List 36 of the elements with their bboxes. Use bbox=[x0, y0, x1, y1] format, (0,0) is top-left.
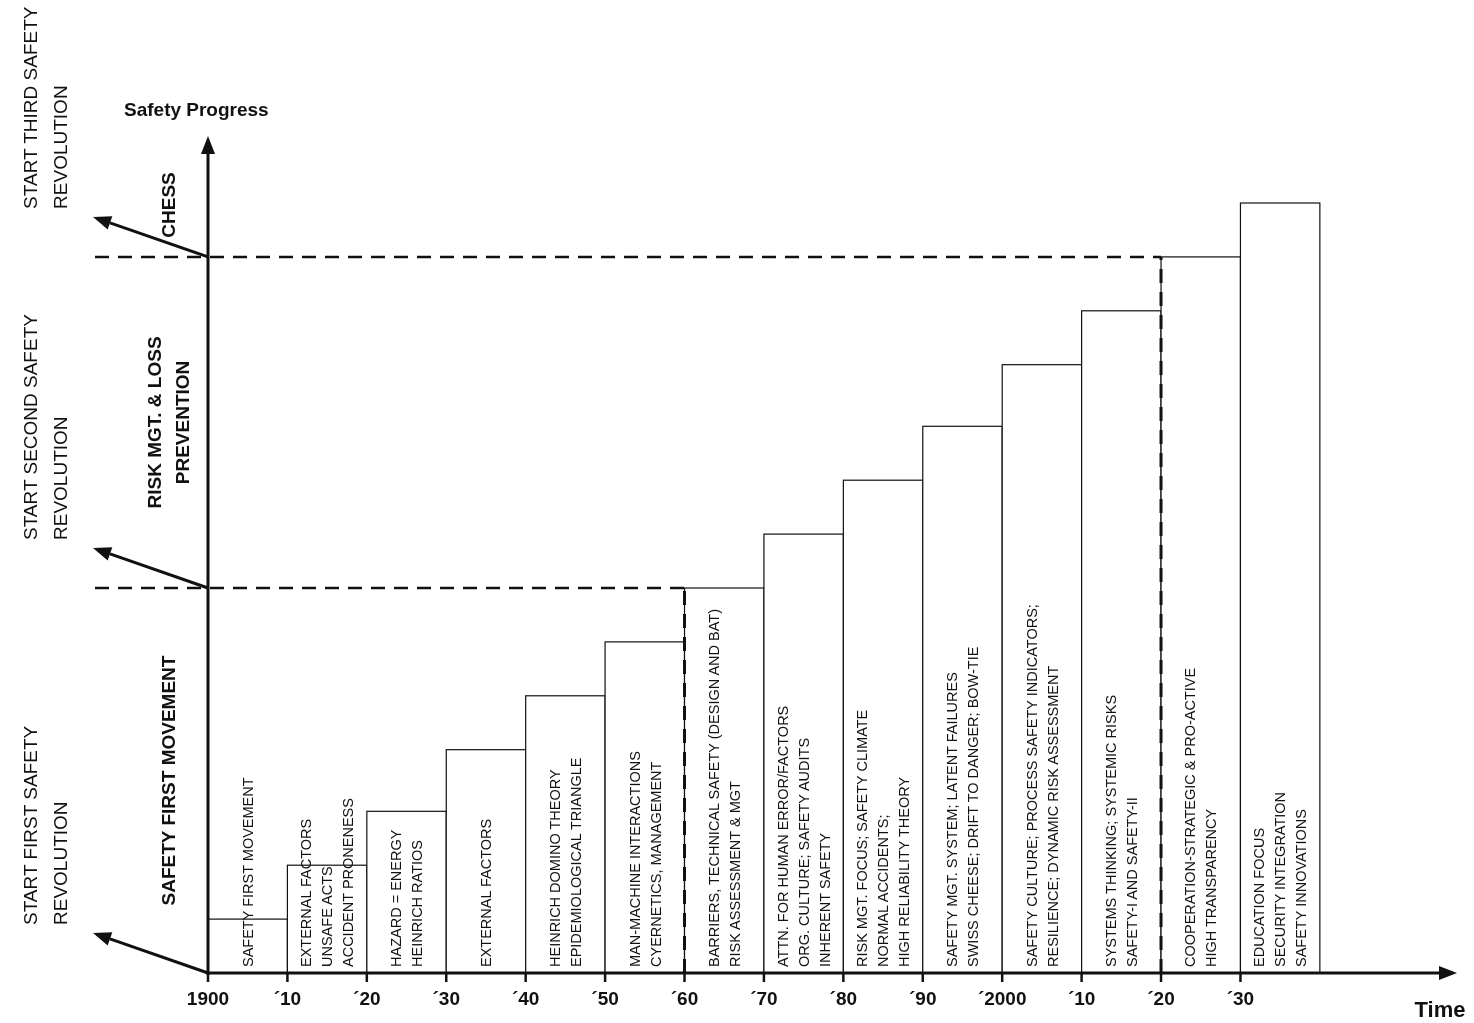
annotation: HEINRICH DOMINO THEORY EPIDEMIOLOGICAL TRIANGLE bbox=[547, 757, 585, 967]
x-tick-label: ´80 bbox=[829, 988, 858, 1009]
text: START SECOND SAFETY REVOLUTION bbox=[19, 313, 71, 540]
x-tick-label: ´40 bbox=[511, 988, 540, 1009]
x-tick-label: ´20 bbox=[353, 988, 381, 1009]
x-axis-title: Time bbox=[1414, 997, 1466, 1022]
annotation: COOPERATION-STRATEGIC & PRO-ACTIVE HIGH TRANSPARENCY bbox=[1182, 667, 1220, 967]
x-tick-label: ´70 bbox=[750, 988, 778, 1009]
x-tick-label: ´2000 bbox=[977, 988, 1027, 1009]
annotation: RISK MGT. FOCUS; SAFETY CLIMATE NORMAL ACCIDENTS; HIGH RELIABILITY THEORY bbox=[854, 709, 913, 967]
x-tick-label: ´20 bbox=[1147, 988, 1175, 1009]
x-tick-label: 1900 bbox=[186, 988, 230, 1009]
annotation: SAFETY MGT. SYSTEM; LATENT FAILURES SWISS CHEESE; DRIFT TO DANGER; BOW-TIE bbox=[944, 646, 982, 967]
x-tick-label: ´90 bbox=[909, 988, 937, 1009]
y-axis-title: Safety Progress bbox=[124, 99, 269, 120]
annotation: SYSTEMS THINKING; SYSTEMIC RISKS SAFETY-I AND SAFETY-II bbox=[1103, 694, 1141, 967]
annotation: EXTERNAL FACTORS bbox=[478, 818, 495, 967]
text: START THIRD SAFETY REVOLUTION bbox=[19, 6, 71, 209]
x-tick-label: ´30 bbox=[432, 988, 460, 1009]
x-tick-label: ´10 bbox=[273, 988, 302, 1009]
text: START FIRST SAFETY REVOLUTION bbox=[19, 725, 71, 925]
annotation: EDUCATION FOCUS SECURITY INTEGRATION SAFETY INNOVATIONS bbox=[1251, 791, 1310, 967]
annotation: ATTN. FOR HUMAN ERROR/FACTORS ORG. CULTURE; SAFETY AUDITS INHERENT SAFETY bbox=[774, 705, 833, 967]
annotation: EXTERNAL FACTORS UNSAFE ACTS ACCIDENT PRONENESS bbox=[298, 798, 357, 967]
annotation: SAFETY CULTURE; PROCESS SAFETY INDICATORS; RESILIENCE; DYNAMIC RISK ASSESSMENT bbox=[1023, 604, 1061, 967]
annotation: MAN-MACHINE INTERACTIONS CYERNETICS, MANAGEMENT bbox=[626, 751, 664, 967]
text: RISK MGT. & LOSS PREVENTION bbox=[143, 336, 193, 509]
x-tick-label: ´10 bbox=[1067, 988, 1096, 1009]
annotation: SAFETY FIRST MOVEMENT bbox=[239, 777, 256, 967]
text: CHESS bbox=[157, 172, 179, 238]
annotation: BARRIERS, TECHNICAL SAFETY (DESIGN AND BAT) RISK ASSESSMENT & MGT bbox=[705, 608, 743, 967]
x-tick-label: ´60 bbox=[670, 988, 699, 1009]
text: SAFETY FIRST MOVEMENT bbox=[157, 655, 179, 906]
x-tick-label: ´30 bbox=[1226, 988, 1255, 1009]
x-tick-label: ´50 bbox=[591, 988, 619, 1009]
annotation: HAZARD = ENERGY HEINRICH RATIOS bbox=[388, 829, 426, 967]
